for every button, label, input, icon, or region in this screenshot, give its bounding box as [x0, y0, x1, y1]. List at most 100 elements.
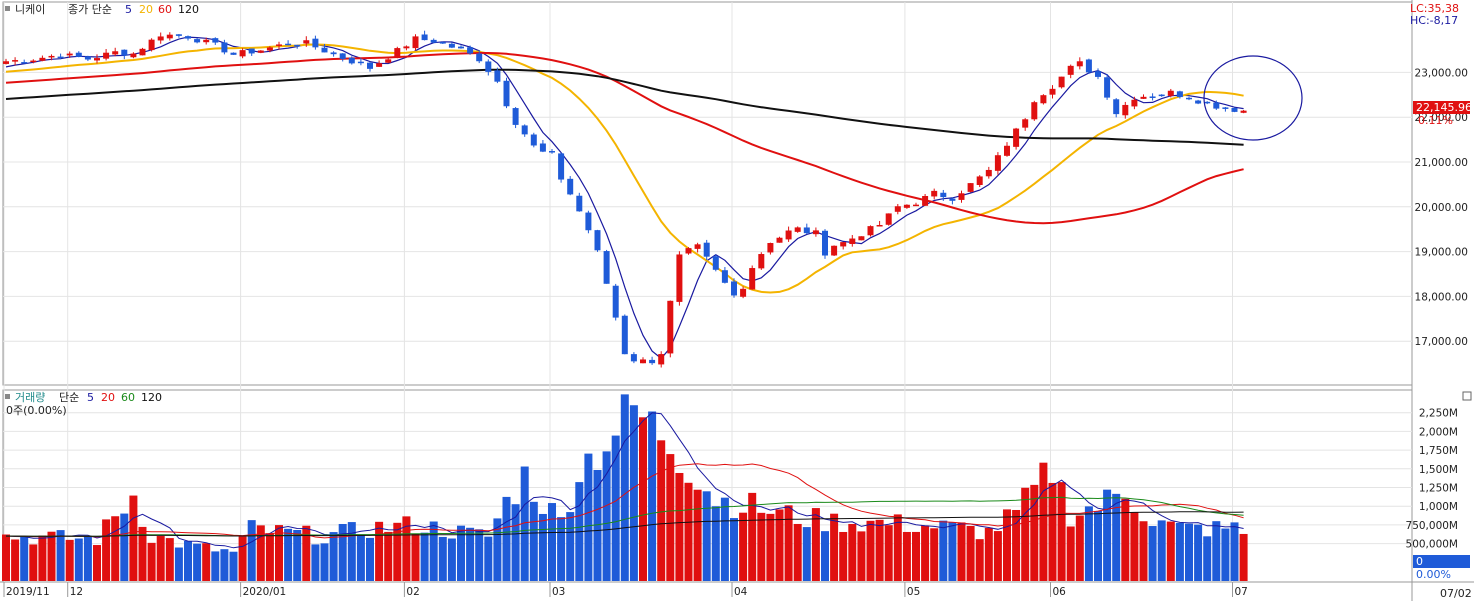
- volume-bar: [702, 491, 711, 581]
- volume-tick-label: 1,500M: [1419, 464, 1458, 476]
- candle-body: [758, 254, 765, 269]
- candle-body: [257, 50, 264, 53]
- volume-bar: [466, 527, 475, 581]
- candle-body: [594, 230, 601, 251]
- volume-bar: [893, 514, 902, 581]
- last-price-badge: [1413, 101, 1470, 114]
- volume-bar: [930, 528, 939, 581]
- candle-body: [439, 42, 446, 44]
- volume-bar: [1057, 482, 1066, 581]
- candle-body: [66, 53, 73, 56]
- candle-body: [1186, 97, 1192, 100]
- volume-bar: [802, 527, 811, 581]
- candle-body: [1031, 102, 1038, 120]
- volume-bar: [739, 512, 748, 581]
- candle-body: [103, 52, 110, 59]
- volume-bar: [657, 440, 666, 581]
- candle-body: [312, 38, 319, 48]
- volume-bar: [775, 509, 784, 581]
- candle-body: [112, 51, 119, 55]
- volume-bar: [639, 417, 647, 581]
- candle-body: [1076, 61, 1083, 67]
- ma-60-line: [5, 52, 1244, 225]
- candle-body: [576, 195, 583, 212]
- x-end-label: 07/02: [1440, 587, 1472, 600]
- candle-body: [803, 227, 810, 234]
- volume-bar: [1157, 520, 1166, 581]
- volume-bar: [793, 523, 802, 581]
- price-ma-lines: [5, 36, 1244, 360]
- candle-body: [1122, 104, 1129, 116]
- volume-bar: [1212, 521, 1221, 581]
- candle-body: [958, 193, 965, 200]
- candle-body: [239, 50, 246, 57]
- price-candles: [3, 30, 1247, 368]
- ma-20-label: 20: [139, 3, 153, 16]
- x-tick-label: 03: [552, 586, 565, 598]
- volume-bar: [766, 513, 775, 581]
- last-volume: 0: [1416, 555, 1423, 568]
- volume-bar: [548, 503, 556, 581]
- volume-bar: [1203, 536, 1212, 581]
- ma-5-label: 5: [125, 3, 132, 16]
- panel-close-icon[interactable]: [1462, 391, 1472, 401]
- volume-bar: [1066, 526, 1075, 581]
- candle-body: [585, 212, 592, 231]
- volume-bar: [174, 547, 183, 581]
- volume-bar: [193, 543, 202, 581]
- candle-body: [630, 354, 637, 362]
- candle-body: [1067, 65, 1074, 75]
- volume-bar: [311, 544, 320, 581]
- x-tick-label: 2020/01: [243, 586, 287, 598]
- volume-bar: [11, 539, 20, 581]
- candle-body: [1158, 94, 1165, 97]
- volume-bar: [1139, 521, 1148, 581]
- volume-bar: [538, 513, 547, 581]
- candle-body: [612, 285, 619, 318]
- volume-bar: [730, 518, 738, 581]
- volume-bar: [675, 472, 684, 581]
- volume-bar: [966, 525, 975, 581]
- volume-bar: [511, 504, 520, 581]
- vol-ma-20-line: [5, 463, 1244, 539]
- volume-bar: [602, 451, 611, 581]
- volume-bar: [830, 513, 839, 581]
- candle-body: [649, 359, 656, 364]
- candle-body: [1222, 107, 1229, 109]
- price-tick-label: 17,000.00: [1415, 336, 1468, 348]
- volume-bar: [265, 533, 274, 581]
- volume-bar: [839, 531, 848, 581]
- volume-bar: [302, 525, 311, 581]
- volume-bar: [1048, 482, 1057, 581]
- volume-tick-label: 1,750M: [1419, 445, 1458, 457]
- volume-bar: [1130, 512, 1139, 581]
- candle-body: [994, 155, 1001, 171]
- volume-tick-label: 2,000M: [1419, 426, 1458, 438]
- candle-body: [194, 39, 201, 43]
- volume-tick-label: 1,000M: [1419, 501, 1458, 513]
- candle-body: [221, 42, 228, 53]
- panel-handle-icon[interactable]: [5, 6, 10, 11]
- candle-body: [812, 230, 819, 235]
- candle-body: [640, 359, 646, 364]
- candle-body: [567, 178, 574, 195]
- volume-bar: [857, 531, 866, 581]
- candle-body: [212, 38, 219, 43]
- panel-handle-icon[interactable]: [5, 394, 10, 399]
- volume-bar: [811, 508, 820, 581]
- candle-body: [421, 34, 428, 41]
- candle-body: [276, 44, 282, 46]
- lc-label: LC:35,38: [1410, 2, 1459, 15]
- volume-tick-label: 500,000M: [1406, 539, 1458, 551]
- candle-body: [321, 47, 328, 53]
- candle-body: [21, 62, 28, 64]
- volume-bar: [93, 545, 101, 581]
- volume-y-axis: 2,250M 2,000M 1,750M 1,500M 1,250M 1,000M 750,…: [1406, 408, 1458, 551]
- candle-body: [712, 256, 719, 270]
- price-tick-label: 18,000.00: [1415, 291, 1468, 303]
- candle-body: [976, 176, 983, 186]
- candle-body: [1204, 101, 1211, 104]
- volume-bar: [147, 542, 156, 581]
- candle-body: [148, 39, 155, 51]
- candle-body: [248, 48, 255, 54]
